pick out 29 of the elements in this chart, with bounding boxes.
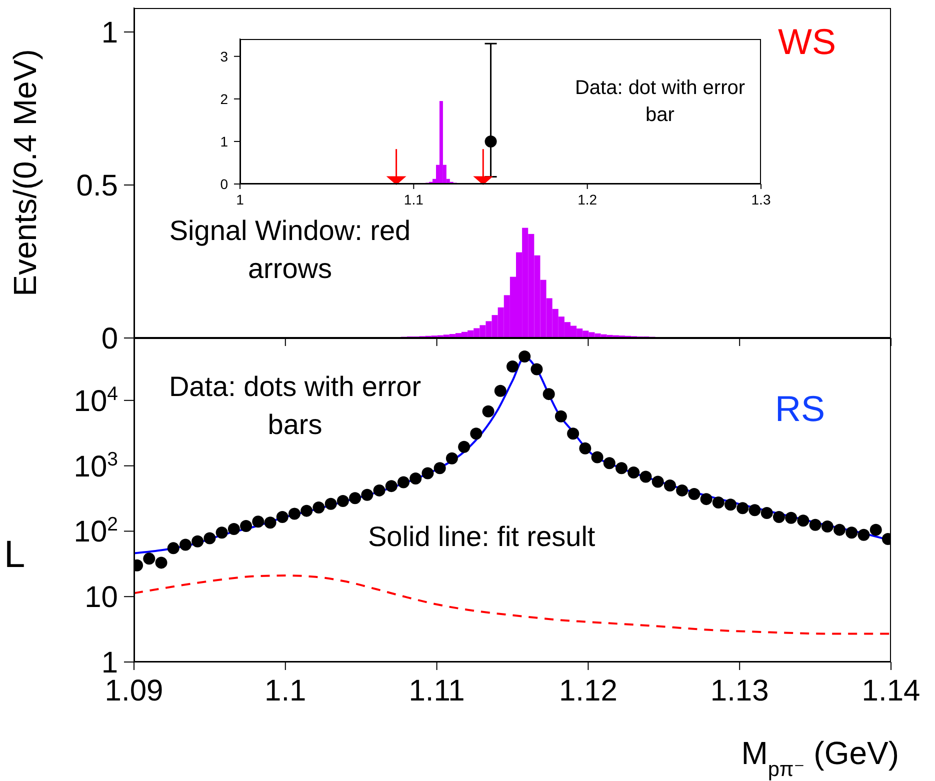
y-tick-label: 10	[84, 581, 118, 614]
x-tick-label: 1.12	[559, 674, 618, 708]
annotation: Signal Window: red arrows	[168, 214, 412, 286]
y-tick-label: 0	[101, 322, 118, 356]
annotation: Data: dots with error bars	[168, 370, 422, 442]
y-tick-label: 0.5	[76, 169, 118, 202]
y-tick-label: 10$^{2}$	[74, 514, 118, 549]
annotation: Solid line: fit result	[368, 520, 596, 554]
annotation: RS	[775, 387, 826, 431]
text: L	[4, 533, 26, 578]
x-tick-label: 1	[236, 191, 244, 208]
y-tick-label: 1	[220, 133, 228, 150]
x-tick-label: 1.1	[404, 191, 424, 208]
y-tick-label: 2	[220, 90, 228, 107]
y-tick-label: 3	[220, 48, 228, 64]
y-tick-label: 10$^{3}$	[74, 448, 118, 484]
x-tick-label: 1.11	[408, 674, 465, 708]
y-tick-label: 1	[101, 16, 118, 50]
x-axis-title: M$_{pπ⁻}$ (GeV)	[741, 735, 899, 780]
y-axis-title: Events/(0.4 MeV)	[7, 49, 43, 296]
x-tick-label: 1.3	[751, 191, 771, 208]
x-tick-label: 1.14	[862, 674, 920, 708]
annotation: WS	[778, 20, 836, 64]
x-tick-label: 1.2	[578, 191, 598, 208]
x-tick-label: 1.13	[710, 674, 769, 708]
y-tick-label: 10$^{4}$	[74, 382, 118, 418]
x-tick-label: 1.1	[264, 674, 306, 708]
y-tick-label: 0	[220, 176, 228, 192]
annotation: Data: dot with error bar	[574, 76, 746, 128]
